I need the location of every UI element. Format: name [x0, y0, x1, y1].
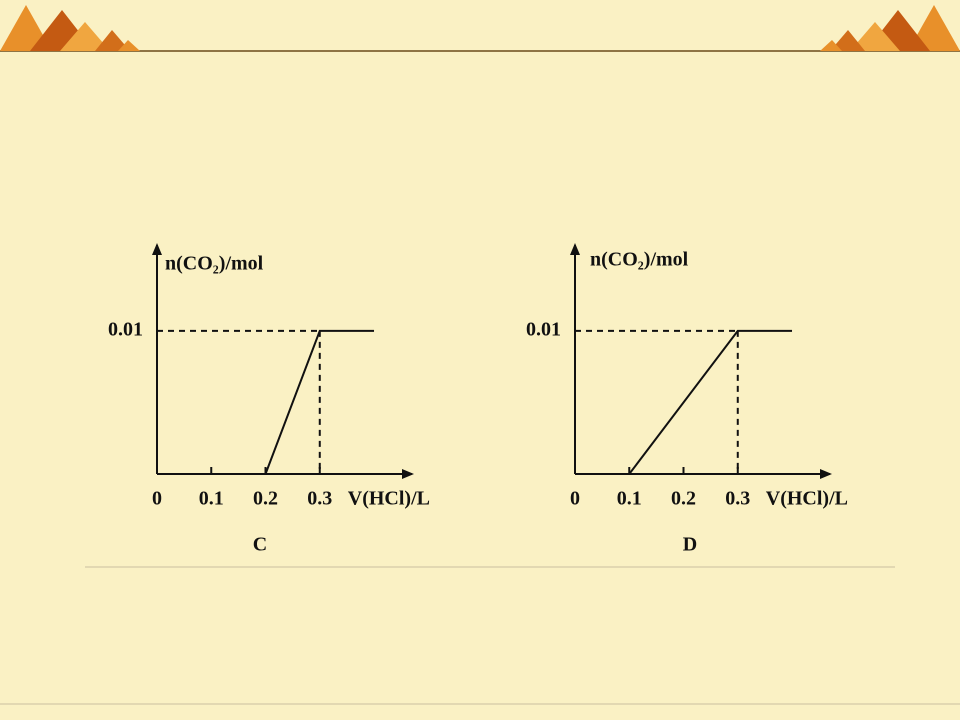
- x-axis-arrow: [820, 469, 832, 479]
- x-tick-label: 0.3: [725, 488, 750, 510]
- y-axis-title: n(CO₂)/mol: [590, 249, 689, 271]
- y-axis-arrow: [570, 243, 580, 255]
- x-axis-title: V(HCl)/L: [348, 488, 430, 510]
- data-line: [628, 329, 793, 475]
- y-axis-title: n(CO₂)/mol: [165, 253, 264, 275]
- chart-caption: D: [683, 534, 697, 556]
- data-line: [264, 329, 375, 475]
- x-tick-label: 0.1: [617, 488, 642, 510]
- x-axis-arrow: [402, 469, 414, 479]
- y-tick-label: 0.01: [526, 318, 561, 340]
- x-tick-label: 0: [152, 488, 162, 510]
- y-axis-arrow: [152, 243, 162, 255]
- x-tick-label: 0.2: [253, 488, 278, 510]
- x-tick-label: 0.1: [199, 488, 224, 510]
- decoration: [0, 5, 960, 705]
- y-tick-label: 0.01: [108, 318, 143, 340]
- x-tick-label: 0: [570, 488, 580, 510]
- x-tick-label: 0.3: [307, 488, 332, 510]
- chart-caption: C: [253, 534, 267, 556]
- x-tick-label: 0.2: [671, 488, 696, 510]
- x-axis-title: V(HCl)/L: [766, 488, 848, 510]
